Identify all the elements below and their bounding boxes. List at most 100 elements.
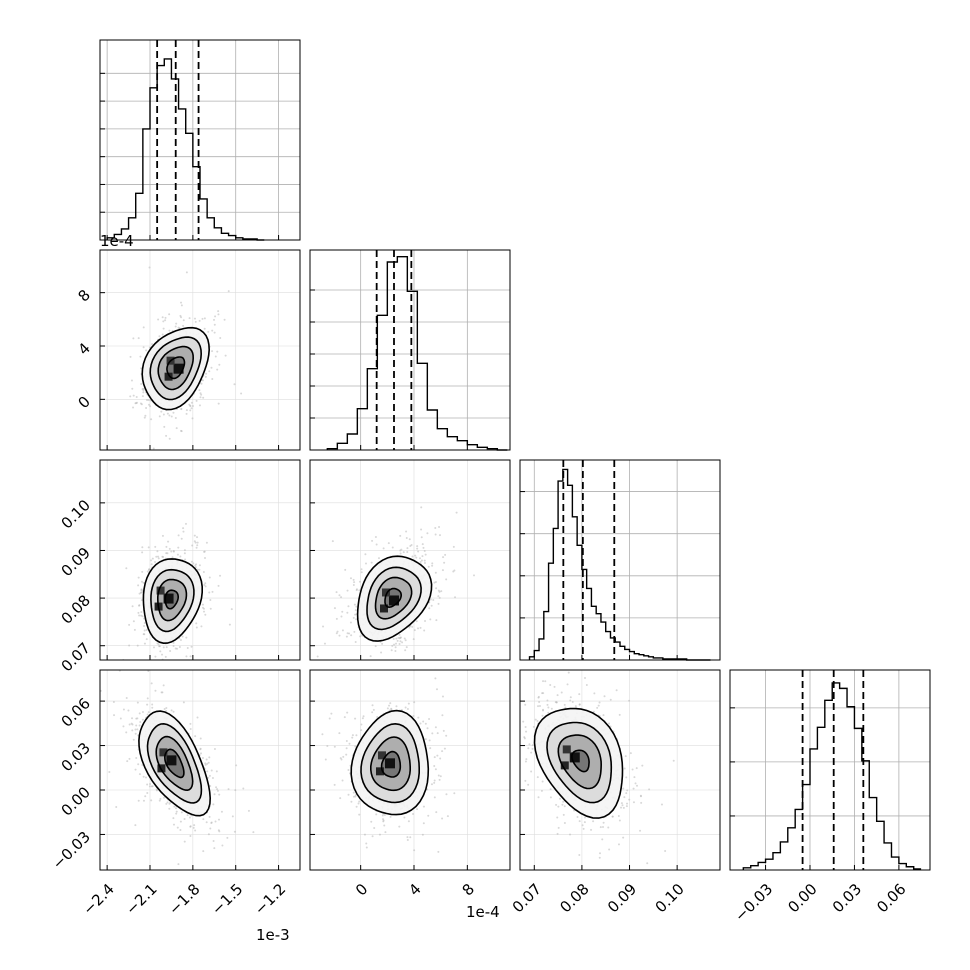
sample-point (137, 584, 140, 587)
sample-point (215, 770, 218, 773)
sample-point (134, 768, 137, 771)
sample-point (410, 679, 412, 681)
sample-point (182, 530, 185, 533)
sample-point (408, 538, 411, 541)
sample-point (343, 716, 346, 719)
sample-point (434, 571, 437, 574)
sample-point (445, 734, 448, 737)
sample-point (216, 789, 219, 792)
sample-point (407, 820, 410, 823)
sample-point (209, 827, 212, 830)
sample-point (439, 757, 442, 760)
sample-point (316, 655, 319, 658)
sample-point (136, 728, 139, 731)
contour-line-1 (149, 336, 203, 401)
sample-point (374, 645, 377, 648)
sample-point (340, 596, 343, 599)
sample-point (628, 699, 631, 702)
sample-point (412, 638, 415, 641)
sample-point (423, 550, 426, 553)
contour-line-1 (366, 566, 422, 631)
sample-point (165, 434, 168, 437)
sample-point (369, 655, 372, 658)
panel-frame (309, 459, 511, 661)
sample-point (161, 333, 164, 336)
sample-point (172, 645, 175, 648)
sample-point (609, 698, 612, 701)
sample-point (170, 671, 172, 673)
sample-point (370, 820, 373, 823)
sample-point (168, 414, 171, 417)
sample-point (405, 530, 408, 533)
sample-point (407, 702, 410, 705)
sample-point (207, 776, 210, 779)
contour-line-2 (374, 576, 413, 620)
sample-point (378, 833, 381, 836)
sample-point (196, 568, 199, 571)
sample-point (140, 591, 143, 594)
density-peak (389, 595, 399, 606)
sample-point (231, 815, 234, 818)
panel-content (310, 670, 510, 870)
sample-point (367, 693, 369, 695)
sample-point (419, 722, 422, 725)
sample-point (162, 646, 165, 649)
sample-point (419, 626, 422, 629)
sample-point (338, 732, 341, 735)
sample-point (189, 825, 192, 828)
sample-point (108, 770, 111, 773)
sample-point (191, 404, 194, 407)
sample-point (549, 796, 552, 799)
sample-point (556, 832, 559, 835)
sample-point (207, 330, 210, 333)
sample-point (128, 644, 131, 647)
sample-point (377, 557, 380, 560)
sample-point (426, 532, 429, 535)
sample-point (149, 405, 152, 408)
sample-point (423, 629, 426, 632)
sample-point (433, 756, 436, 759)
sample-point (351, 734, 354, 737)
sample-point (154, 689, 157, 692)
sample-point (416, 808, 419, 811)
contour-line-3 (164, 589, 179, 610)
sample-point (144, 776, 147, 779)
sample-point (443, 561, 446, 564)
sample-point (352, 795, 355, 798)
sample-point (204, 375, 207, 378)
sample-point (312, 677, 314, 679)
sample-point (433, 765, 436, 768)
sample-point (170, 450, 172, 452)
sample-point (422, 822, 425, 825)
sample-point (162, 684, 165, 687)
sample-point (211, 777, 214, 780)
sample-point (420, 506, 423, 509)
sample-point (435, 811, 438, 814)
hist-step-line (106, 58, 265, 241)
scatter-panel-3-1 (309, 669, 511, 871)
sample-point (444, 553, 447, 556)
sample-point (214, 315, 217, 318)
sample-point (147, 568, 150, 571)
sample-point (137, 337, 140, 340)
sample-point (550, 707, 553, 710)
sample-point (122, 708, 125, 711)
sample-point (195, 546, 198, 549)
sample-point (428, 718, 431, 721)
sample-point (206, 770, 209, 773)
sample-point (403, 816, 406, 819)
sample-point (335, 591, 338, 594)
sample-point (399, 640, 402, 643)
sample-point (389, 702, 392, 705)
contour-line-0 (142, 558, 203, 645)
scatter-panel-2-1 (309, 459, 511, 695)
sample-point (355, 734, 358, 737)
panel-frame (99, 459, 301, 661)
sample-point (180, 537, 183, 540)
sample-point (145, 407, 148, 410)
sample-point (631, 768, 634, 771)
sample-point (226, 836, 229, 839)
sample-point (338, 634, 341, 637)
sample-point (335, 632, 338, 635)
contour-line-1 (150, 568, 195, 633)
